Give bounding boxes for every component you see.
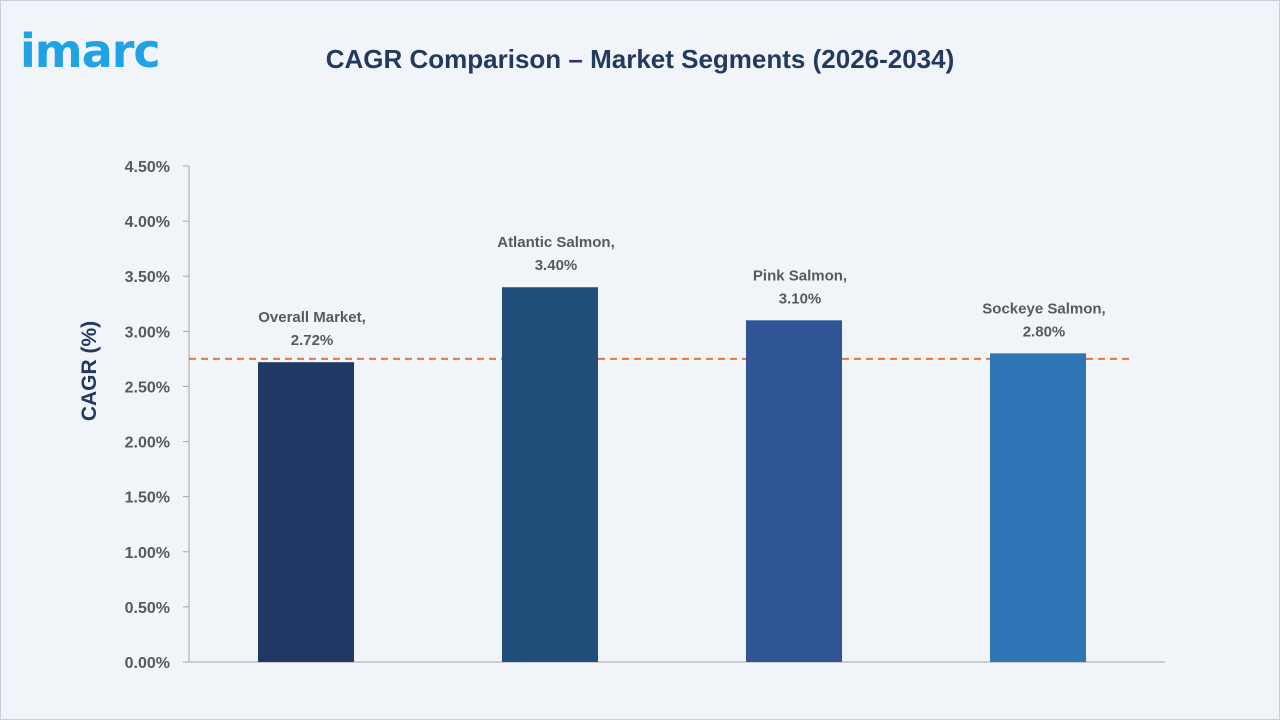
y-tick-label: 1.00% xyxy=(125,545,170,562)
data-label-category: Atlantic Salmon, xyxy=(497,234,615,251)
bar xyxy=(990,353,1086,662)
bar xyxy=(502,287,598,662)
y-tick-label: 3.50% xyxy=(125,269,170,286)
y-tick-label: 0.50% xyxy=(125,600,170,617)
y-axis-title: CAGR (%) xyxy=(78,321,101,421)
y-tick-label: 2.00% xyxy=(125,435,170,452)
bar xyxy=(746,320,842,662)
data-label-value: 3.10% xyxy=(779,290,822,307)
chart-title: CAGR Comparison – Market Segments (2026-… xyxy=(325,44,955,74)
data-label-value: 3.40% xyxy=(535,257,578,274)
y-tick-label: 1.50% xyxy=(125,490,170,507)
data-label-value: 2.80% xyxy=(1023,323,1066,340)
data-label-category: Sockeye Salmon, xyxy=(982,300,1105,317)
y-tick-label: 0.00% xyxy=(125,655,170,672)
y-tick-label: 4.50% xyxy=(125,159,170,176)
bar xyxy=(258,362,354,662)
y-tick-label: 3.00% xyxy=(125,324,170,341)
imarc-logo: imarc xyxy=(20,24,161,78)
data-label-value: 2.72% xyxy=(291,332,334,349)
y-tick-label: 2.50% xyxy=(125,379,170,396)
data-label-category: Overall Market, xyxy=(258,309,366,326)
y-tick-label: 4.00% xyxy=(125,214,170,231)
data-label-category: Pink Salmon, xyxy=(753,267,847,284)
